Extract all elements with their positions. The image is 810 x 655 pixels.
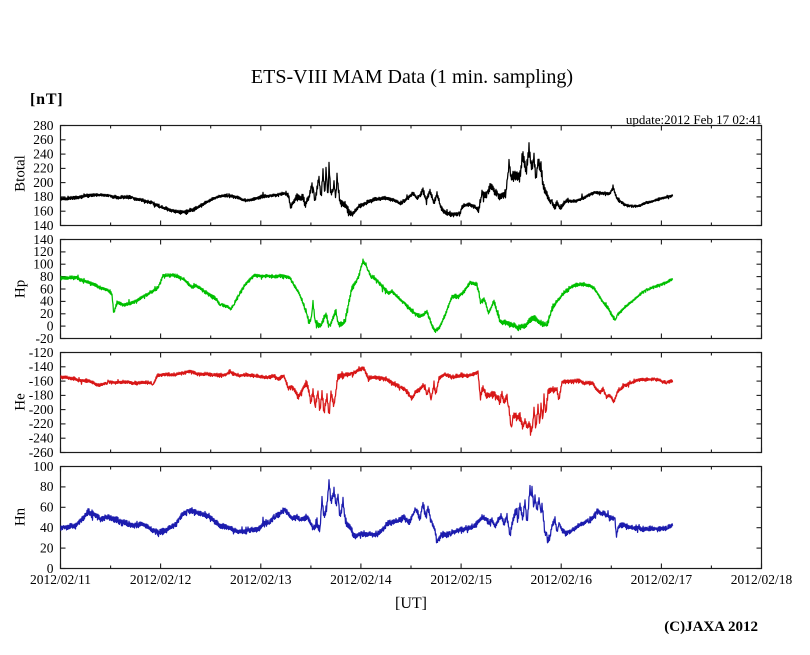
svg-text:140: 140 — [33, 218, 54, 233]
svg-text:160: 160 — [33, 204, 54, 219]
svg-text:Hn: Hn — [13, 507, 29, 526]
svg-text:220: 220 — [33, 161, 54, 176]
svg-text:60: 60 — [40, 281, 54, 296]
svg-text:2012/02/16: 2012/02/16 — [530, 572, 592, 587]
svg-text:He: He — [13, 393, 29, 411]
svg-text:2012/02/13: 2012/02/13 — [230, 572, 292, 587]
svg-text:40: 40 — [40, 294, 54, 309]
svg-text:-20: -20 — [36, 331, 54, 346]
svg-text:update:2012 Feb 17 02:41: update:2012 Feb 17 02:41 — [626, 112, 762, 127]
svg-text:80: 80 — [40, 479, 54, 494]
svg-text:2012/02/12: 2012/02/12 — [130, 572, 192, 587]
svg-text:2012/02/17: 2012/02/17 — [631, 572, 693, 587]
svg-text:-180: -180 — [29, 388, 54, 403]
svg-text:120: 120 — [33, 244, 54, 259]
svg-text:Btotal: Btotal — [13, 155, 29, 192]
svg-text:40: 40 — [40, 520, 54, 535]
svg-text:-220: -220 — [29, 416, 54, 431]
svg-text:240: 240 — [33, 146, 54, 161]
svg-text:180: 180 — [33, 189, 54, 204]
svg-text:260: 260 — [33, 132, 54, 147]
svg-text:-240: -240 — [29, 431, 54, 446]
svg-text:20: 20 — [40, 306, 54, 321]
svg-text:(C)JAXA 2012: (C)JAXA 2012 — [664, 619, 758, 635]
svg-text:80: 80 — [40, 269, 54, 284]
svg-text:60: 60 — [40, 500, 54, 515]
svg-text:0: 0 — [47, 561, 54, 576]
svg-text:280: 280 — [33, 118, 54, 133]
svg-text:-140: -140 — [29, 359, 54, 374]
svg-text:-120: -120 — [29, 345, 54, 360]
svg-text:Hp: Hp — [13, 280, 29, 298]
svg-text:200: 200 — [33, 175, 54, 190]
svg-text:140: 140 — [33, 232, 54, 247]
svg-text:2012/02/11: 2012/02/11 — [30, 572, 91, 587]
svg-text:2012/02/18: 2012/02/18 — [731, 572, 793, 587]
svg-text:ETS-VIII MAM Data (1 min. samp: ETS-VIII MAM Data (1 min. sampling) — [251, 66, 573, 88]
svg-text:[nT]: [nT] — [30, 91, 63, 108]
svg-text:-160: -160 — [29, 373, 54, 388]
svg-text:[UT]: [UT] — [395, 595, 427, 612]
svg-text:2012/02/15: 2012/02/15 — [430, 572, 492, 587]
svg-text:100: 100 — [33, 459, 54, 474]
svg-text:0: 0 — [47, 318, 54, 333]
svg-text:20: 20 — [40, 540, 54, 555]
svg-text:2012/02/14: 2012/02/14 — [330, 572, 392, 587]
svg-text:100: 100 — [33, 257, 54, 272]
svg-text:-260: -260 — [29, 445, 54, 460]
svg-text:-200: -200 — [29, 402, 54, 417]
